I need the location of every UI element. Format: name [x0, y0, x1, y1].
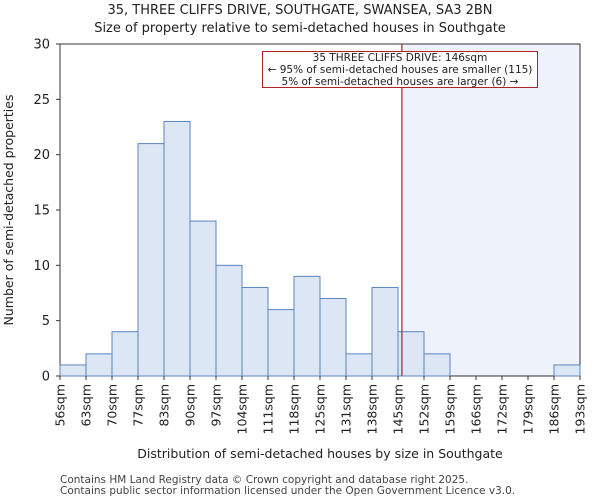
chart-title-line2: Size of property relative to semi-detach… — [94, 21, 506, 36]
y-tick-label: 15 — [33, 204, 50, 219]
y-axis-label: Number of semi-detached properties — [1, 95, 16, 326]
x-tick-label: 152sqm — [417, 384, 432, 434]
y-tick-label: 5 — [42, 314, 50, 329]
annotation-line1: 35 THREE CLIFFS DRIVE: 146sqm — [312, 52, 488, 64]
x-tick-label: 56sqm — [53, 384, 68, 427]
chart-title-line1: 35, THREE CLIFFS DRIVE, SOUTHGATE, SWANS… — [107, 3, 493, 18]
x-tick-label: 83sqm — [157, 384, 172, 427]
y-tick-label: 25 — [33, 93, 50, 108]
annotation-line2: ← 95% of semi-detached houses are smalle… — [267, 64, 533, 76]
x-tick-label: 90sqm — [183, 384, 198, 427]
histogram-bar — [189, 220, 217, 377]
histogram-bar — [553, 364, 581, 377]
x-tick-label: 159sqm — [443, 384, 458, 434]
histogram-bar — [293, 275, 321, 377]
x-tick-label: 70sqm — [105, 384, 120, 427]
x-tick-label: 63sqm — [79, 384, 94, 427]
histogram-bar — [319, 298, 347, 377]
histogram-bar — [85, 353, 113, 377]
footer-line1: Contains HM Land Registry data © Crown c… — [60, 474, 469, 486]
histogram-bar — [241, 286, 269, 377]
y-tick-label: 10 — [33, 259, 50, 274]
footer-line2: Contains public sector information licen… — [60, 485, 516, 497]
x-tick-label: 145sqm — [391, 384, 406, 434]
histogram-bar — [163, 120, 191, 377]
x-tick-label: 118sqm — [287, 384, 302, 434]
larger-region-shade — [401, 44, 580, 376]
x-tick-label: 77sqm — [131, 384, 146, 427]
histogram-bar — [423, 353, 451, 377]
histogram-bar — [111, 331, 139, 377]
x-axis-label: Distribution of semi-detached houses by … — [137, 446, 503, 461]
x-tick-label: 131sqm — [339, 384, 354, 434]
annotation-box: 35 THREE CLIFFS DRIVE: 146sqm ← 95% of s… — [262, 51, 538, 88]
y-tick-label: 0 — [42, 370, 50, 385]
histogram-bar — [371, 286, 399, 377]
y-tick-label: 20 — [33, 148, 50, 163]
annotation-line3: 5% of semi-detached houses are larger (6… — [281, 76, 519, 88]
histogram-bar — [267, 309, 295, 377]
x-tick-label: 186sqm — [547, 384, 562, 434]
x-tick-label: 97sqm — [209, 384, 224, 427]
x-tick-label: 111sqm — [261, 384, 276, 434]
x-tick-label: 193sqm — [573, 384, 588, 434]
histogram-bar — [137, 143, 165, 377]
x-tick-label: 138sqm — [365, 384, 380, 434]
x-tick-label: 166sqm — [469, 384, 484, 434]
histogram-bar — [215, 264, 243, 377]
histogram-bar — [59, 364, 87, 377]
x-tick-label: 179sqm — [521, 384, 536, 434]
histogram-bar — [345, 353, 373, 377]
x-tick-label: 172sqm — [495, 384, 510, 434]
x-tick-label: 104sqm — [235, 384, 250, 434]
x-tick-label: 125sqm — [313, 384, 328, 434]
y-tick-label: 30 — [33, 38, 50, 53]
